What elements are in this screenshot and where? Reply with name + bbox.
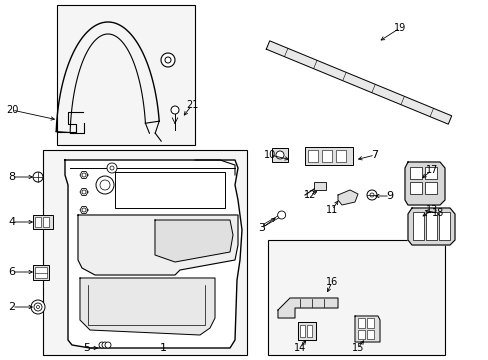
Circle shape	[96, 176, 114, 194]
Bar	[57, 5, 195, 145]
Bar	[366, 318, 373, 328]
Bar	[424, 182, 436, 194]
Bar	[438, 212, 449, 240]
Polygon shape	[297, 322, 315, 340]
Circle shape	[82, 208, 86, 212]
Text: 15: 15	[351, 343, 364, 353]
Bar	[409, 182, 421, 194]
Bar	[313, 182, 325, 190]
Circle shape	[34, 303, 42, 311]
Text: 19: 19	[393, 23, 406, 33]
Text: 14: 14	[293, 343, 305, 353]
Circle shape	[107, 163, 117, 173]
Text: 9: 9	[386, 191, 393, 201]
Polygon shape	[78, 215, 238, 275]
Bar	[35, 217, 41, 227]
Bar	[299, 325, 305, 337]
Circle shape	[277, 211, 285, 219]
Bar	[267, 240, 444, 355]
Circle shape	[82, 173, 86, 177]
Bar	[425, 212, 436, 240]
Text: 13: 13	[425, 205, 437, 215]
Circle shape	[164, 57, 171, 63]
Bar	[335, 150, 346, 162]
Circle shape	[105, 342, 111, 348]
Bar	[43, 217, 49, 227]
Text: 17: 17	[425, 165, 437, 175]
Circle shape	[31, 300, 45, 314]
Text: 5: 5	[83, 343, 90, 353]
Text: 7: 7	[371, 150, 378, 160]
Polygon shape	[354, 316, 379, 342]
Circle shape	[110, 166, 114, 170]
Circle shape	[82, 190, 86, 194]
Polygon shape	[404, 162, 444, 205]
Text: 8: 8	[8, 172, 16, 182]
Bar	[306, 325, 311, 337]
Bar	[35, 267, 47, 278]
Circle shape	[275, 151, 284, 159]
Bar	[307, 150, 317, 162]
Polygon shape	[155, 220, 232, 262]
Circle shape	[369, 193, 373, 197]
Circle shape	[100, 180, 110, 190]
Polygon shape	[278, 298, 337, 318]
Text: 1: 1	[159, 343, 166, 353]
Circle shape	[171, 106, 179, 114]
Text: 3: 3	[258, 223, 265, 233]
Bar	[366, 330, 373, 339]
Text: 16: 16	[325, 277, 337, 287]
Circle shape	[37, 306, 40, 309]
Text: 2: 2	[8, 302, 16, 312]
Polygon shape	[65, 160, 242, 348]
Bar	[43, 150, 246, 355]
Text: 12: 12	[303, 190, 316, 200]
Circle shape	[33, 172, 43, 182]
Bar	[424, 167, 436, 179]
Polygon shape	[80, 278, 215, 335]
Bar	[321, 150, 331, 162]
Polygon shape	[80, 207, 88, 213]
Bar	[33, 265, 49, 280]
Text: 20: 20	[6, 105, 18, 115]
Polygon shape	[266, 41, 451, 124]
Polygon shape	[337, 190, 357, 205]
Polygon shape	[407, 208, 454, 245]
Text: 21: 21	[185, 100, 198, 110]
Bar	[357, 330, 364, 339]
Bar	[305, 147, 352, 165]
Circle shape	[161, 53, 175, 67]
Bar	[271, 148, 287, 162]
Circle shape	[366, 190, 376, 200]
Text: 18: 18	[431, 208, 443, 218]
Polygon shape	[80, 189, 88, 195]
Text: 6: 6	[8, 267, 16, 277]
Bar	[409, 167, 421, 179]
Bar	[412, 212, 423, 240]
Polygon shape	[80, 171, 88, 179]
Circle shape	[102, 342, 108, 348]
Text: 4: 4	[8, 217, 16, 227]
Bar	[33, 215, 53, 229]
Circle shape	[99, 342, 105, 348]
Text: 11: 11	[325, 205, 337, 215]
Bar	[357, 318, 364, 328]
Text: 10: 10	[264, 150, 276, 160]
